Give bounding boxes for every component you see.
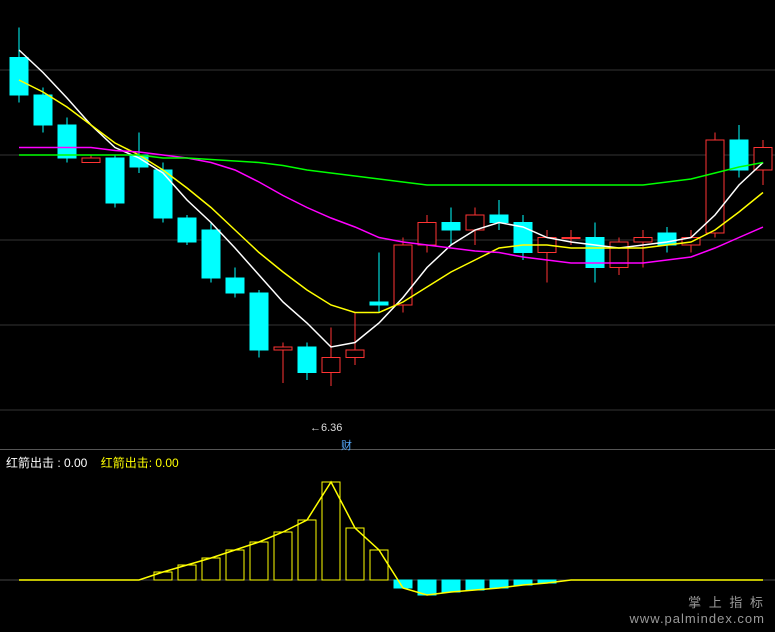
watermark: 掌 上 指 标 www.palmindex.com: [630, 592, 766, 626]
watermark-url: www.palmindex.com: [630, 611, 766, 626]
candlestick-chart[interactable]: ←6.36 财: [0, 0, 775, 450]
indicator-label-2: 红箭出击: 0.00: [101, 456, 179, 470]
indicator-labels: 红箭出击 : 0.00 红箭出击: 0.00: [6, 454, 179, 471]
watermark-title: 掌 上 指 标: [630, 592, 766, 611]
low-price-label: ←6.36: [310, 422, 342, 434]
indicator-label-1: 红箭出击 : 0.00: [6, 456, 87, 470]
